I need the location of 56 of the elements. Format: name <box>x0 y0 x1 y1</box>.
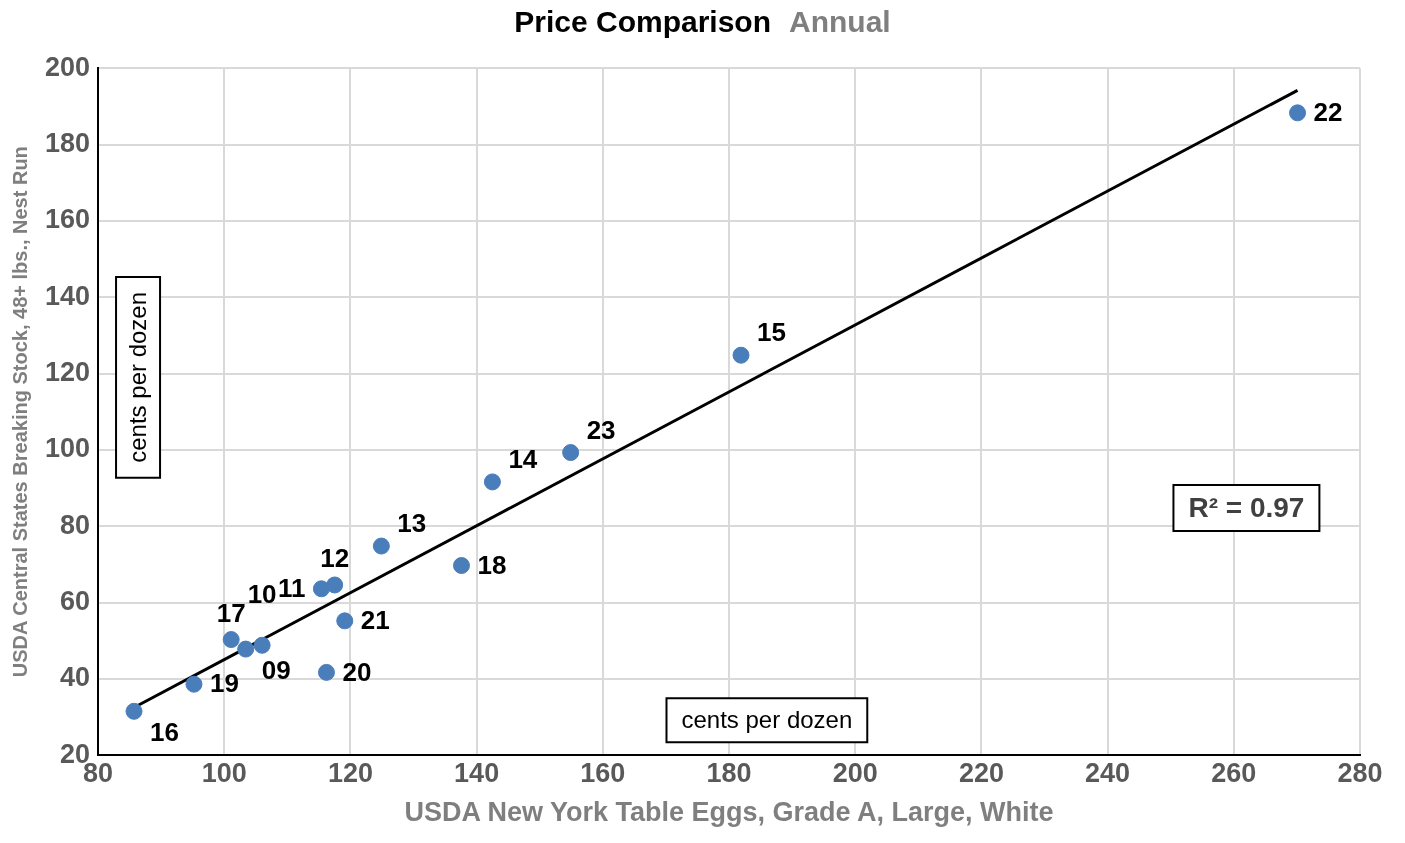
y-tick-label: 40 <box>60 662 91 693</box>
point <box>185 675 203 693</box>
x-tick-label: 220 <box>958 757 1004 788</box>
point <box>452 557 470 575</box>
point <box>326 576 344 594</box>
annotation: 15 <box>757 317 786 348</box>
annotation: 10 <box>247 579 277 610</box>
x-tick-label: 200 <box>832 757 878 788</box>
annotation: 09 <box>261 655 291 686</box>
point <box>732 346 750 364</box>
y-tick-label: 120 <box>44 356 91 387</box>
annotation: 19 <box>209 668 239 699</box>
annotation: 12 <box>320 543 350 574</box>
annotation: 11 <box>277 572 306 603</box>
annotation: 22 <box>1313 97 1343 128</box>
y-tick-label: 140 <box>44 280 91 311</box>
annotation: 18 <box>477 549 507 580</box>
annotation: R² = 0.97 <box>1188 491 1305 523</box>
point <box>317 663 335 681</box>
x-tick-label: 180 <box>706 757 752 788</box>
x-tick-label: 240 <box>1085 757 1131 788</box>
x-tick-label: 140 <box>454 757 500 788</box>
chart-subtitle: Annual <box>789 5 891 38</box>
y-tick-label: 180 <box>44 127 91 158</box>
y-tick-label: 80 <box>60 509 91 540</box>
annotation: 21 <box>360 605 390 636</box>
point <box>253 636 271 654</box>
x-tick-label: 120 <box>327 757 373 788</box>
annotation: 13 <box>397 508 427 539</box>
annotation: 16 <box>150 717 179 748</box>
point <box>237 640 255 658</box>
y-tick-label: 200 <box>44 51 91 82</box>
point <box>562 444 580 462</box>
annotation: 20 <box>342 656 372 687</box>
x-tick-label: 260 <box>1211 757 1257 788</box>
y-tick-label: 160 <box>44 204 91 235</box>
annotation: cents per dozen <box>681 705 853 733</box>
x-tick-label: 280 <box>1337 757 1383 788</box>
annotation: cents per dozen <box>123 291 151 463</box>
y-tick-label: 100 <box>44 433 91 464</box>
x-axis-title: USDA New York Table Eggs, Grade A, Large, White <box>404 797 1054 828</box>
annotation: 14 <box>508 444 538 475</box>
chart-title: Price Comparison <box>514 5 772 38</box>
annotation: 17 <box>216 597 246 628</box>
point <box>125 702 143 720</box>
point <box>1289 104 1307 122</box>
x-tick-label: 160 <box>580 757 626 788</box>
point <box>222 631 240 649</box>
point <box>372 537 390 555</box>
point <box>336 612 354 630</box>
x-tick-label: 100 <box>201 757 247 788</box>
point <box>312 580 330 598</box>
y-axis-title: USDA Central States Breaking Stock, 48+ lbs., Nest Run <box>8 146 31 678</box>
y-tick-label: 60 <box>60 585 91 616</box>
point <box>483 473 501 491</box>
annotation: 23 <box>586 414 616 445</box>
